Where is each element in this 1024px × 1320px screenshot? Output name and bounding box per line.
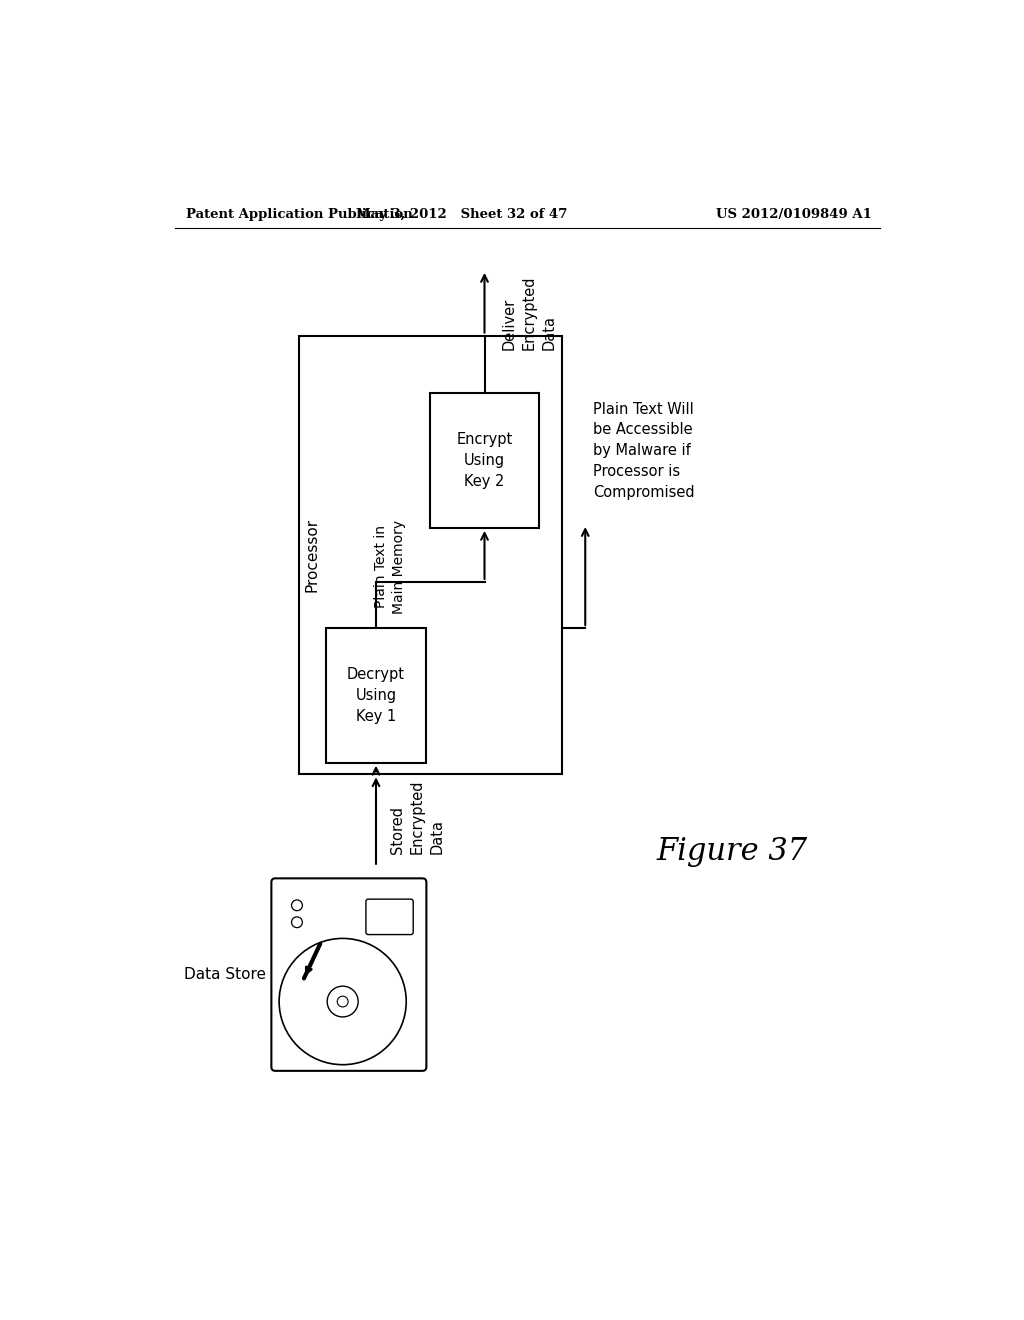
Text: May 3, 2012   Sheet 32 of 47: May 3, 2012 Sheet 32 of 47 — [355, 209, 567, 222]
Text: Processor: Processor — [305, 517, 319, 591]
FancyBboxPatch shape — [271, 878, 426, 1071]
FancyBboxPatch shape — [366, 899, 414, 935]
Text: Deliver
Encrypted
Data: Deliver Encrypted Data — [502, 275, 556, 350]
Bar — [430, 393, 539, 528]
Text: Plain Text Will
be Accessible
by Malware if
Processor is
Compromised: Plain Text Will be Accessible by Malware… — [593, 401, 694, 500]
Bar — [299, 335, 562, 775]
Text: Patent Application Publication: Patent Application Publication — [186, 209, 413, 222]
Text: Encrypt
Using
Key 2: Encrypt Using Key 2 — [457, 432, 513, 490]
Text: Stored
Encrypted
Data: Stored Encrypted Data — [390, 780, 444, 854]
Text: US 2012/0109849 A1: US 2012/0109849 A1 — [716, 209, 872, 222]
Text: Figure 37: Figure 37 — [657, 836, 808, 867]
Text: Plain Text in
Main Memory: Plain Text in Main Memory — [374, 520, 407, 614]
Text: Data Store: Data Store — [184, 968, 266, 982]
Bar — [326, 628, 426, 763]
Text: Decrypt
Using
Key 1: Decrypt Using Key 1 — [347, 667, 406, 723]
